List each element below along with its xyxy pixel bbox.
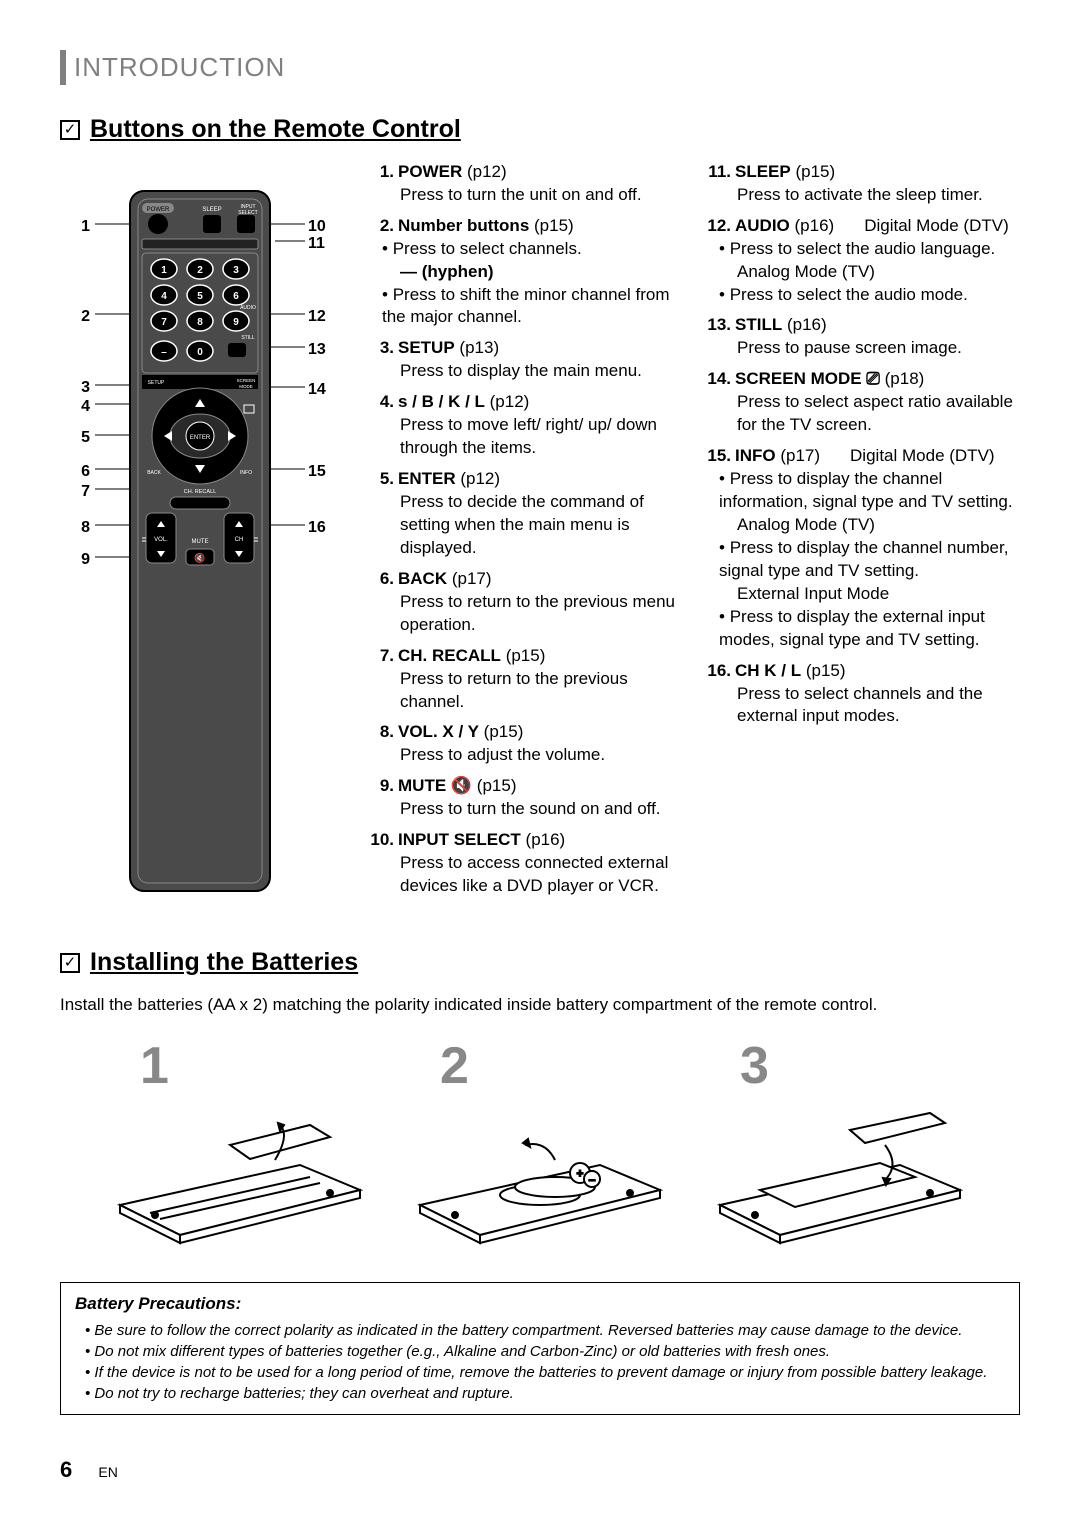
callout-number: 14 [308, 379, 338, 401]
description-item: 6.BACK (p17)Press to return to the previ… [370, 568, 683, 637]
svg-text:🔇: 🔇 [194, 552, 205, 563]
battery-intro: Install the batteries (AA x 2) matching … [60, 994, 1020, 1017]
section2-title: Installing the Batteries [90, 946, 358, 980]
svg-text:–: – [161, 347, 167, 358]
svg-text:SLEEP: SLEEP [202, 207, 221, 213]
description-item: 11.SLEEP (p15)Press to activate the slee… [707, 161, 1020, 207]
svg-text:6: 6 [233, 291, 239, 302]
step-number: 2 [400, 1031, 680, 1101]
description-item: 13.STILL (p16)Press to pause screen imag… [707, 314, 1020, 360]
check-icon: ✓ [60, 953, 80, 973]
section1-title: Buttons on the Remote Control [90, 113, 461, 147]
svg-text:8: 8 [197, 317, 203, 328]
svg-text:BACK: BACK [147, 470, 161, 476]
remote-diagram: 12345678910111213141516 [60, 161, 340, 906]
svg-text:SETUP: SETUP [148, 380, 165, 386]
svg-text:ENTER: ENTER [190, 435, 211, 441]
svg-text:CH: CH [235, 537, 244, 543]
description-item: 10.INPUT SELECT (p16)Press to access con… [370, 829, 683, 898]
precaution-item: If the device is not to be used for a lo… [85, 1362, 1005, 1383]
precautions-box: Battery Precautions: Be sure to follow t… [60, 1282, 1020, 1415]
svg-text:MODE: MODE [239, 384, 253, 389]
svg-text:INFO: INFO [240, 470, 252, 476]
description-item: 16.CH K / L (p15)Press to select channel… [707, 660, 1020, 729]
page-lang: EN [98, 1464, 117, 1480]
page-number: 6 [60, 1457, 72, 1482]
battery-steps: 1 2 [60, 1031, 1020, 1252]
svg-text:2: 2 [197, 265, 203, 276]
svg-text:STILL: STILL [241, 335, 255, 341]
step-number: 1 [100, 1031, 380, 1101]
page-header: INTRODUCTION [60, 50, 1020, 85]
svg-text:0: 0 [197, 347, 203, 358]
description-item: 7.CH. RECALL (p15)Press to return to the… [370, 645, 683, 714]
callout-number: 1 [60, 216, 90, 238]
description-item: 12.AUDIO (p16)Digital Mode (DTV)Press to… [707, 215, 1020, 307]
svg-text:VOL.: VOL. [154, 537, 168, 543]
svg-text:MUTE: MUTE [192, 539, 209, 545]
callout-number: 5 [60, 427, 90, 449]
callout-number: 12 [308, 306, 338, 328]
description-item: 3.SETUP (p13)Press to display the main m… [370, 337, 683, 383]
step-number: 3 [700, 1031, 980, 1101]
callout-number: 7 [60, 481, 90, 503]
precautions-title: Battery Precautions: [75, 1293, 1005, 1316]
precaution-item: Be sure to follow the correct polarity a… [85, 1320, 1005, 1341]
description-item: 9.MUTE 🔇 (p15)Press to turn the sound on… [370, 775, 683, 821]
description-item: 14.SCREEN MODE ⎚ (p18)Press to select as… [707, 368, 1020, 437]
battery-step3-illustration [700, 1095, 980, 1245]
description-item: 1.POWER (p12)Press to turn the unit on a… [370, 161, 683, 207]
page-footer: 6 EN [60, 1455, 1020, 1485]
svg-text:3: 3 [233, 265, 239, 276]
description-item: 15.INFO (p17)Digital Mode (DTV)Press to … [707, 445, 1020, 651]
svg-text:+: + [577, 1168, 583, 1180]
callout-number: 11 [308, 233, 338, 255]
callout-number: 15 [308, 461, 338, 483]
svg-text:CH. RECALL: CH. RECALL [184, 489, 216, 495]
svg-text:5: 5 [197, 291, 203, 302]
callout-number: 13 [308, 339, 338, 361]
svg-text:AUDIO: AUDIO [240, 305, 256, 311]
svg-text:1: 1 [161, 265, 167, 276]
callout-number: 6 [60, 461, 90, 483]
battery-step1-illustration [100, 1095, 380, 1245]
description-item: 2.Number buttons (p15)Press to select ch… [370, 215, 683, 330]
description-item: 5.ENTER (p12)Press to decide the command… [370, 468, 683, 560]
callout-number: 16 [308, 517, 338, 539]
callout-number: 4 [60, 396, 90, 418]
svg-text:9: 9 [233, 317, 239, 328]
precaution-item: Do not try to recharge batteries; they c… [85, 1383, 1005, 1404]
svg-text:SCREEN: SCREEN [237, 378, 256, 383]
description-item: 4.s / B / K / L (p12)Press to move left/… [370, 391, 683, 460]
svg-text:–: – [589, 1175, 595, 1186]
svg-text:4: 4 [161, 291, 167, 302]
description-item: 8.VOL. X / Y (p15)Press to adjust the vo… [370, 721, 683, 767]
svg-text:7: 7 [161, 317, 167, 328]
callout-number: 8 [60, 517, 90, 539]
precaution-item: Do not mix different types of batteries … [85, 1341, 1005, 1362]
battery-step2-illustration: + – [400, 1095, 680, 1245]
callout-number: 2 [60, 306, 90, 328]
callout-number: 9 [60, 549, 90, 571]
svg-text:POWER: POWER [147, 207, 170, 213]
check-icon: ✓ [60, 120, 80, 140]
